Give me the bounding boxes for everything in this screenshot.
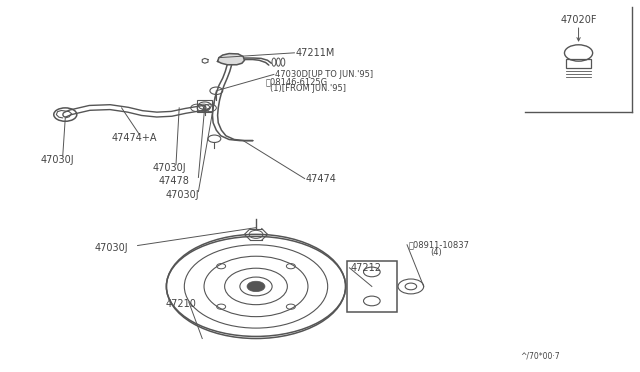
- Text: 47030J: 47030J: [40, 155, 74, 165]
- Text: 47212: 47212: [351, 263, 381, 273]
- Text: 47020F: 47020F: [560, 15, 597, 25]
- Bar: [566, 58, 591, 68]
- Text: 47474: 47474: [306, 174, 337, 183]
- Text: (4): (4): [430, 248, 442, 257]
- Text: Ⓒ08911-10837: Ⓒ08911-10837: [408, 240, 469, 249]
- Text: 47210: 47210: [165, 299, 196, 309]
- Text: 47030J: 47030J: [165, 190, 199, 200]
- Text: 47030D[UP TO JUN.'95]: 47030D[UP TO JUN.'95]: [275, 70, 373, 79]
- Bar: [197, 100, 212, 112]
- Polygon shape: [218, 54, 244, 65]
- Text: 47478: 47478: [159, 176, 189, 186]
- Text: 47211M: 47211M: [296, 48, 335, 58]
- Text: 47030J: 47030J: [152, 163, 186, 173]
- Text: 47474+A: 47474+A: [112, 134, 157, 143]
- Circle shape: [247, 281, 265, 292]
- Text: Ⓑ08146-6125G: Ⓑ08146-6125G: [266, 77, 328, 86]
- Text: 47030J: 47030J: [95, 244, 129, 253]
- Text: (1)[FROM JUN.'95]: (1)[FROM JUN.'95]: [270, 84, 346, 93]
- Text: ^/70*00·7: ^/70*00·7: [520, 352, 560, 361]
